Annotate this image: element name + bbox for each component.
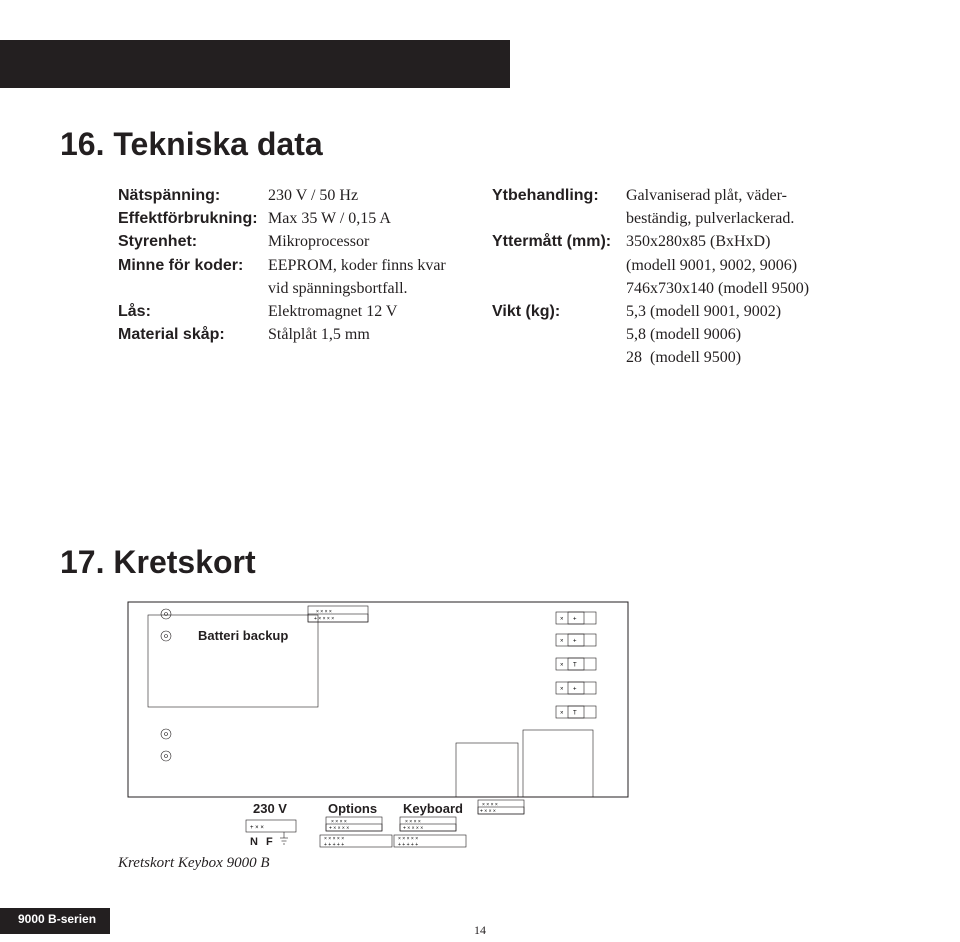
specs-left-labels: Nätspänning: Effektförbrukning: Styrenhe… <box>118 184 264 370</box>
v230-label: 230 V <box>253 801 287 816</box>
batteri-backup-label: Batteri backup <box>198 628 288 643</box>
svg-text:T: T <box>573 711 577 717</box>
svg-text:×: × <box>560 617 564 623</box>
footer-page-number: 14 <box>474 923 486 938</box>
specs-right-labels: Ytbehandling: Yttermått (mm): Vikt (kg): <box>492 184 622 370</box>
svg-text:+ × ×: + × × <box>250 825 264 831</box>
svg-text:× × × ×: × × × × <box>331 819 347 825</box>
specs-right-values: Galvaniserad plåt, väder- beständig, pul… <box>626 184 866 370</box>
svg-text:T: T <box>573 663 577 669</box>
svg-text:+: + <box>573 617 577 623</box>
section-title-16: 16. Tekniska data <box>60 126 323 163</box>
specs-block: Nätspänning: Effektförbrukning: Styrenhe… <box>118 184 888 370</box>
svg-text:+ + + + +: + + + + + <box>324 842 344 848</box>
footer-series-tab: 9000 B-serien <box>0 908 110 934</box>
board-caption: Kretskort Keybox 9000 B <box>118 855 270 872</box>
n-label: N <box>250 836 258 848</box>
f-label: F <box>266 836 273 848</box>
svg-text:+ × × × ×: + × × × × <box>403 826 423 832</box>
circuit-board-diagram: × × × × + × × × × Batteri backup × + × + <box>118 600 638 850</box>
svg-text:+ + + + +: + + + + + <box>398 842 418 848</box>
svg-text:×: × <box>560 639 564 645</box>
svg-text:×: × <box>560 711 564 717</box>
specs-left-column: Nätspänning: Effektförbrukning: Styrenhe… <box>118 184 468 370</box>
svg-text:+: + <box>573 639 577 645</box>
svg-text:× × × ×: × × × × <box>482 802 498 808</box>
svg-text:× × × ×: × × × × <box>405 819 421 825</box>
keyboard-label: Keyboard <box>403 801 463 816</box>
svg-text:+ × × ×: + × × × <box>480 809 496 815</box>
specs-right-column: Ytbehandling: Yttermått (mm): Vikt (kg):… <box>492 184 866 370</box>
svg-text:+: + <box>573 687 577 693</box>
section-title-17: 17. Kretskort <box>60 544 256 581</box>
svg-text:×: × <box>560 687 564 693</box>
svg-text:× × × ×: × × × × <box>316 609 332 615</box>
svg-text:+ × × × ×: + × × × × <box>329 826 349 832</box>
options-label: Options <box>328 801 377 816</box>
specs-left-values: 230 V / 50 Hz Max 35 W / 0,15 A Mikropro… <box>268 184 468 370</box>
svg-text:+ × × × ×: + × × × × <box>314 616 334 622</box>
svg-text:×: × <box>560 663 564 669</box>
header-black-bar <box>0 40 510 88</box>
